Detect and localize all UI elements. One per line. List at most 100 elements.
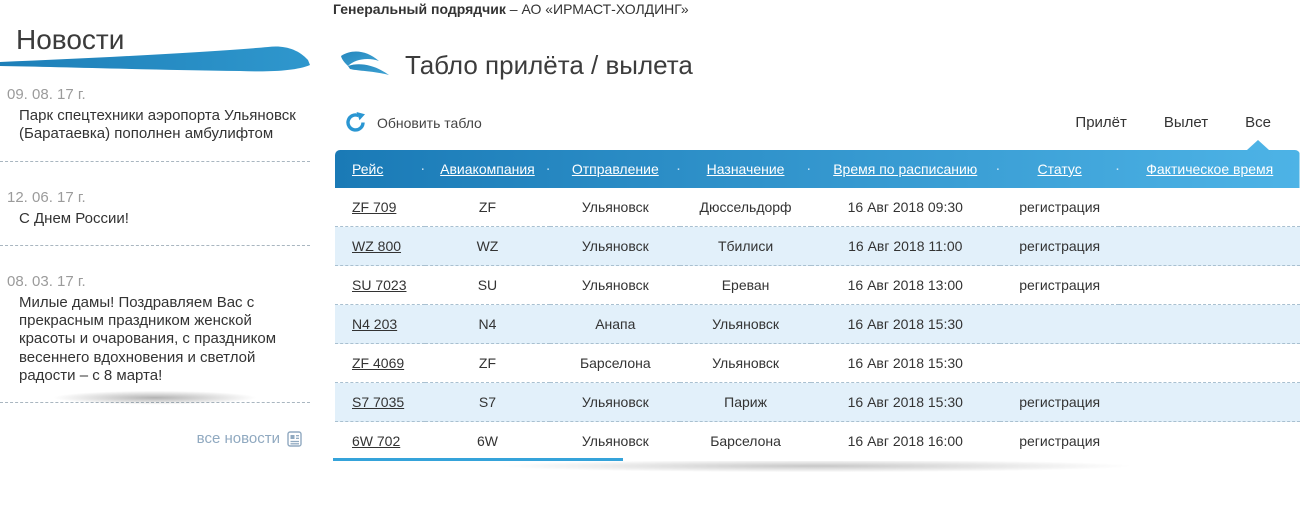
actual-cell: [1119, 344, 1300, 383]
column-header[interactable]: Фактическое время: [1119, 150, 1300, 188]
table-row: ZF 4069 ZF Барселона Ульяновск 16 Авг 20…: [335, 344, 1300, 383]
actual-cell: [1119, 383, 1300, 422]
departure-cell: Ульяновск: [550, 227, 681, 266]
table-row: ZF 709 ZF Ульяновск Дюссельдорф 16 Авг 2…: [335, 188, 1300, 227]
column-header[interactable]: Отправление: [550, 150, 680, 188]
departure-cell: Ульяновск: [550, 383, 681, 422]
actual-cell: [1119, 227, 1300, 266]
destination-cell: Ульяновск: [680, 344, 811, 383]
airline-cell: ZF: [424, 344, 551, 383]
flights-table-wrap: Рейс АвиакомпанияОтправлениеНазначениеВре…: [335, 150, 1300, 460]
table-row: 6W 702 6W Ульяновск Барселона 16 Авг 201…: [335, 422, 1300, 460]
contractor-line: Генеральный подрядчик – АО «ИРМАСТ-ХОЛДИ…: [333, 1, 689, 17]
board-title: Табло прилёта / вылета: [405, 49, 693, 80]
all-news-label: все новости: [196, 430, 280, 448]
column-header[interactable]: Время по расписанию: [811, 150, 1000, 188]
status-cell: [999, 344, 1120, 383]
status-cell: регистрация: [999, 422, 1120, 460]
news-link[interactable]: Парк спецтехники аэропорта Ульяновск (Ба…: [19, 107, 296, 143]
flights-header-row: Рейс АвиакомпанияОтправлениеНазначениеВре…: [335, 150, 1300, 188]
table-row: S7 7035 S7 Ульяновск Париж 16 Авг 2018 1…: [335, 383, 1300, 422]
table-row: WZ 800 WZ Ульяновск Тбилиси 16 Авг 2018 …: [335, 227, 1300, 266]
news-title: Новости: [16, 24, 125, 55]
news-separator: [0, 402, 310, 404]
refresh-button[interactable]: Обновить табло: [345, 112, 482, 133]
actual-cell: [1119, 422, 1300, 460]
flight-link[interactable]: N4 203: [352, 316, 398, 332]
flight-cell: ZF 709: [335, 188, 425, 227]
news-date: 08. 03. 17 г.: [7, 272, 86, 290]
column-header[interactable]: Рейс: [352, 161, 384, 177]
board-tabs: Прилёт Вылет Все: [1075, 112, 1300, 137]
news-date: 09. 08. 17 г.: [7, 86, 86, 103]
flight-link[interactable]: WZ 800: [352, 238, 402, 254]
tab-departure[interactable]: Вылет: [1163, 114, 1209, 131]
column-header[interactable]: Назначение: [680, 150, 810, 188]
departure-cell: Ульяновск: [550, 188, 681, 227]
contractor-label: Генеральный подрядчик: [333, 1, 506, 17]
flight-link[interactable]: SU 7023: [352, 277, 407, 293]
flight-link[interactable]: ZF 709: [352, 199, 397, 215]
board-underline-decoration: [333, 458, 623, 461]
refresh-label: Обновить табло: [377, 114, 482, 131]
news-link[interactable]: Милые дамы! Поздравляем Вас с прекрасным…: [19, 293, 277, 385]
flight-cell: 6W 702: [335, 422, 425, 460]
airline-cell: N4: [424, 305, 551, 344]
contractor-value: – АО «ИРМАСТ-ХОЛДИНГ»: [509, 1, 689, 17]
table-row: SU 7023 SU Ульяновск Ереван 16 Авг 2018 …: [335, 266, 1300, 305]
news-separator: [0, 244, 310, 246]
flight-cell: WZ 800: [335, 227, 425, 266]
flight-cell: SU 7023: [335, 266, 425, 305]
table-row: N4 203 N4 Анапа Ульяновск 16 Авг 2018 15…: [335, 305, 1300, 344]
news-date: 12. 06. 17 г.: [7, 188, 86, 206]
status-cell: регистрация: [999, 227, 1120, 266]
wave-icon: [341, 51, 389, 75]
refresh-icon: [346, 112, 365, 132]
news-separator: [0, 160, 310, 162]
departure-cell: Барселона: [550, 344, 681, 383]
sidebar-shadow: [10, 390, 300, 412]
status-cell: регистрация: [999, 383, 1120, 422]
status-cell: регистрация: [999, 188, 1120, 227]
destination-cell: Дюссельдорф: [680, 188, 811, 227]
destination-cell: Ульяновск: [680, 305, 811, 344]
tab-arrival[interactable]: Прилёт: [1075, 114, 1127, 131]
status-cell: [999, 305, 1120, 344]
scheduled-cell: 16 Авг 2018 16:00: [810, 422, 1000, 460]
flight-link[interactable]: ZF 4069: [352, 355, 405, 371]
news-list: 09. 08. 17 г. Парк спецтехники аэропорта…: [0, 86, 310, 447]
destination-cell: Ереван: [680, 266, 811, 305]
news-link[interactable]: С Днем России!: [19, 209, 129, 227]
scheduled-cell: 16 Авг 2018 15:30: [810, 344, 1000, 383]
scheduled-cell: 16 Авг 2018 13:00: [810, 266, 1000, 305]
airline-cell: ZF: [424, 188, 551, 227]
departure-cell: Ульяновск: [550, 266, 681, 305]
actual-cell: [1119, 188, 1300, 227]
scheduled-cell: 16 Авг 2018 11:00: [810, 227, 1000, 266]
table-shadow: [363, 461, 1268, 481]
airline-cell: S7: [424, 383, 551, 422]
tab-all[interactable]: Все: [1245, 112, 1271, 137]
flight-cell: S7 7035: [335, 383, 425, 422]
flight-link[interactable]: S7 7035: [352, 394, 405, 410]
actual-cell: [1119, 305, 1300, 344]
news-item: 08. 03. 17 г. Милые дамы! Поздравляем Ва…: [0, 273, 310, 385]
news-swoosh-decoration: [0, 46, 310, 72]
newspaper-icon: [287, 431, 302, 447]
airline-cell: SU: [424, 266, 551, 305]
flight-link[interactable]: 6W 702: [352, 433, 401, 449]
flights-table-body: ZF 709 ZF Ульяновск Дюссельдорф 16 Авг 2…: [335, 188, 1300, 460]
destination-cell: Париж: [680, 383, 811, 422]
all-news-link[interactable]: все новости: [0, 430, 310, 447]
scheduled-cell: 16 Авг 2018 15:30: [810, 305, 1000, 344]
column-header[interactable]: Статус: [1000, 150, 1120, 188]
departure-cell: Ульяновск: [550, 422, 681, 460]
airline-cell: 6W: [424, 422, 551, 460]
column-header[interactable]: Авиакомпания: [425, 150, 550, 188]
destination-cell: Барселона: [680, 422, 811, 460]
flights-table: Рейс АвиакомпанияОтправлениеНазначениеВре…: [335, 150, 1300, 460]
status-cell: регистрация: [999, 266, 1120, 305]
airline-cell: WZ: [424, 227, 551, 266]
scheduled-cell: 16 Авг 2018 15:30: [810, 383, 1000, 422]
departure-cell: Анапа: [550, 305, 681, 344]
